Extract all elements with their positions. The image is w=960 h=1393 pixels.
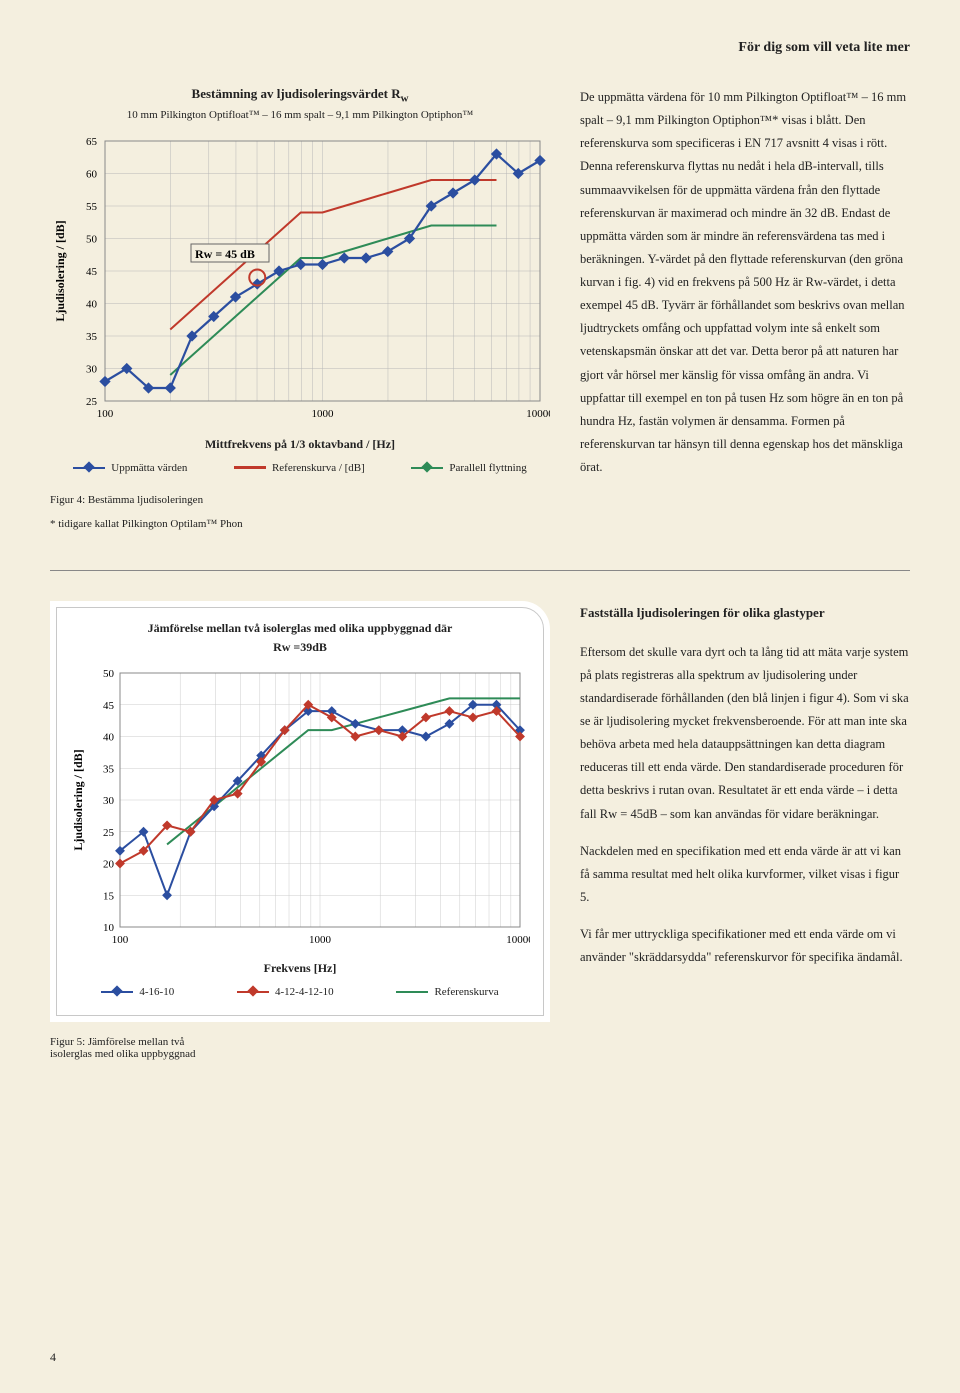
chart2-subtitle: Rw =39dB	[70, 640, 530, 655]
chart2-title: Jämförelse mellan två isolerglas med oli…	[70, 621, 530, 636]
svg-text:25: 25	[103, 826, 115, 838]
svg-text:30: 30	[103, 795, 115, 807]
svg-text:25: 25	[86, 396, 98, 408]
svg-text:Rw = 45 dB: Rw = 45 dB	[195, 247, 255, 261]
svg-text:60: 60	[86, 168, 98, 180]
legend-s1-label: 4-16-10	[139, 986, 174, 998]
svg-text:40: 40	[103, 731, 115, 743]
svg-text:45: 45	[86, 266, 98, 278]
legend-swatch-s1	[101, 991, 133, 993]
chart1-subtitle: 10 mm Pilkington Optifloat™ – 16 mm spal…	[50, 109, 550, 121]
svg-text:55: 55	[86, 201, 98, 213]
chart2-plot: 10 15 20 25 30 35 40 45 50 100 1000 10000 Ljudisoler…	[70, 665, 530, 955]
svg-text:10000: 10000	[526, 408, 550, 420]
svg-text:Ljudisolering / [dB]: Ljudisolering / [dB]	[53, 220, 67, 321]
page-number: 4	[50, 1350, 56, 1365]
section-divider	[50, 570, 910, 571]
chart1-plot: 25 30 35 40 45 50 55 60 65 100 1000 10000 Rw = 45 dB…	[50, 131, 550, 431]
svg-text:10: 10	[103, 922, 115, 934]
legend-swatch-reference	[234, 466, 266, 469]
legend-shifted: Parallell flyttning	[411, 462, 526, 474]
legend-s2-label: 4-12-4-12-10	[275, 986, 334, 998]
svg-text:50: 50	[103, 668, 115, 680]
legend-swatch-measured	[73, 467, 105, 469]
svg-text:1000: 1000	[312, 408, 335, 420]
top-section: Bestämning av ljudisoleringsvärdet Rw 10…	[50, 86, 910, 530]
body-p3: Vi får mer uttryckliga specifikationer m…	[580, 923, 910, 969]
svg-text:35: 35	[86, 331, 98, 343]
chart2-column: Jämförelse mellan två isolerglas med oli…	[50, 601, 550, 1060]
svg-text:1000: 1000	[309, 934, 332, 946]
chart2-caption2: isolerglas med olika uppbyggnad	[50, 1048, 550, 1060]
legend-shifted-label: Parallell flyttning	[449, 462, 526, 474]
top-body-text: De uppmätta värdena för 10 mm Pilkington…	[580, 86, 910, 530]
legend-swatch-s2	[237, 991, 269, 993]
svg-text:35: 35	[103, 763, 115, 775]
bottom-body-text: Fastställa ljudisoleringen för olika gla…	[580, 601, 910, 1060]
svg-text:40: 40	[86, 298, 98, 310]
svg-text:30: 30	[86, 363, 98, 375]
header-title: För dig som vill veta lite mer	[50, 40, 910, 56]
body-p2: Nackdelen med en specifikation med ett e…	[580, 840, 910, 909]
legend-swatch-shifted	[411, 467, 443, 469]
chart1-footnote: * tidigare kallat Pilkington Optilam™ Ph…	[50, 518, 550, 530]
legend-reference-label: Referenskurva / [dB]	[272, 462, 365, 474]
svg-text:20: 20	[103, 858, 115, 870]
chart1-title-text: Bestämning av ljudisoleringsvärdet R	[192, 86, 401, 101]
chart1-caption: Figur 4: Bestämma ljudisoleringen	[50, 494, 550, 506]
svg-text:15: 15	[103, 890, 115, 902]
chart1-legend: Uppmätta värden Referenskurva / [dB] Par…	[50, 462, 550, 474]
chart2-card: Jämförelse mellan två isolerglas med oli…	[50, 601, 550, 1022]
svg-text:Ljudisolering / [dB]: Ljudisolering / [dB]	[71, 749, 85, 850]
sub-heading: Fastställa ljudisoleringen för olika gla…	[580, 601, 910, 625]
legend-s1: 4-16-10	[101, 986, 174, 998]
body-p1: Eftersom det skulle vara dyrt och ta lån…	[580, 641, 910, 826]
chart1-title: Bestämning av ljudisoleringsvärdet Rw	[50, 86, 550, 105]
svg-text:100: 100	[112, 934, 129, 946]
chart1-column: Bestämning av ljudisoleringsvärdet Rw 10…	[50, 86, 550, 530]
legend-s2: 4-12-4-12-10	[237, 986, 334, 998]
chart2-legend: 4-16-10 4-12-4-12-10 Referenskurva	[70, 986, 530, 998]
svg-text:65: 65	[86, 136, 98, 148]
legend-ref: Referenskurva	[396, 986, 498, 998]
legend-swatch-ref	[396, 991, 428, 993]
bottom-section: Jämförelse mellan två isolerglas med oli…	[50, 601, 910, 1060]
svg-text:45: 45	[103, 699, 115, 711]
svg-text:10000: 10000	[506, 934, 530, 946]
svg-text:50: 50	[86, 233, 98, 245]
page-root: För dig som vill veta lite mer Bestämnin…	[0, 0, 960, 1393]
chart1-xlabel: Mittfrekvens på 1/3 oktavband / [Hz]	[50, 437, 550, 452]
svg-text:100: 100	[97, 408, 114, 420]
legend-reference: Referenskurva / [dB]	[234, 462, 365, 474]
chart1-title-sub: w	[401, 93, 409, 105]
legend-measured-label: Uppmätta värden	[111, 462, 187, 474]
chart2-xlabel: Frekvens [Hz]	[70, 961, 530, 976]
chart2-caption1: Figur 5: Jämförelse mellan två	[50, 1036, 550, 1048]
legend-measured: Uppmätta värden	[73, 462, 187, 474]
legend-ref-label: Referenskurva	[434, 986, 498, 998]
